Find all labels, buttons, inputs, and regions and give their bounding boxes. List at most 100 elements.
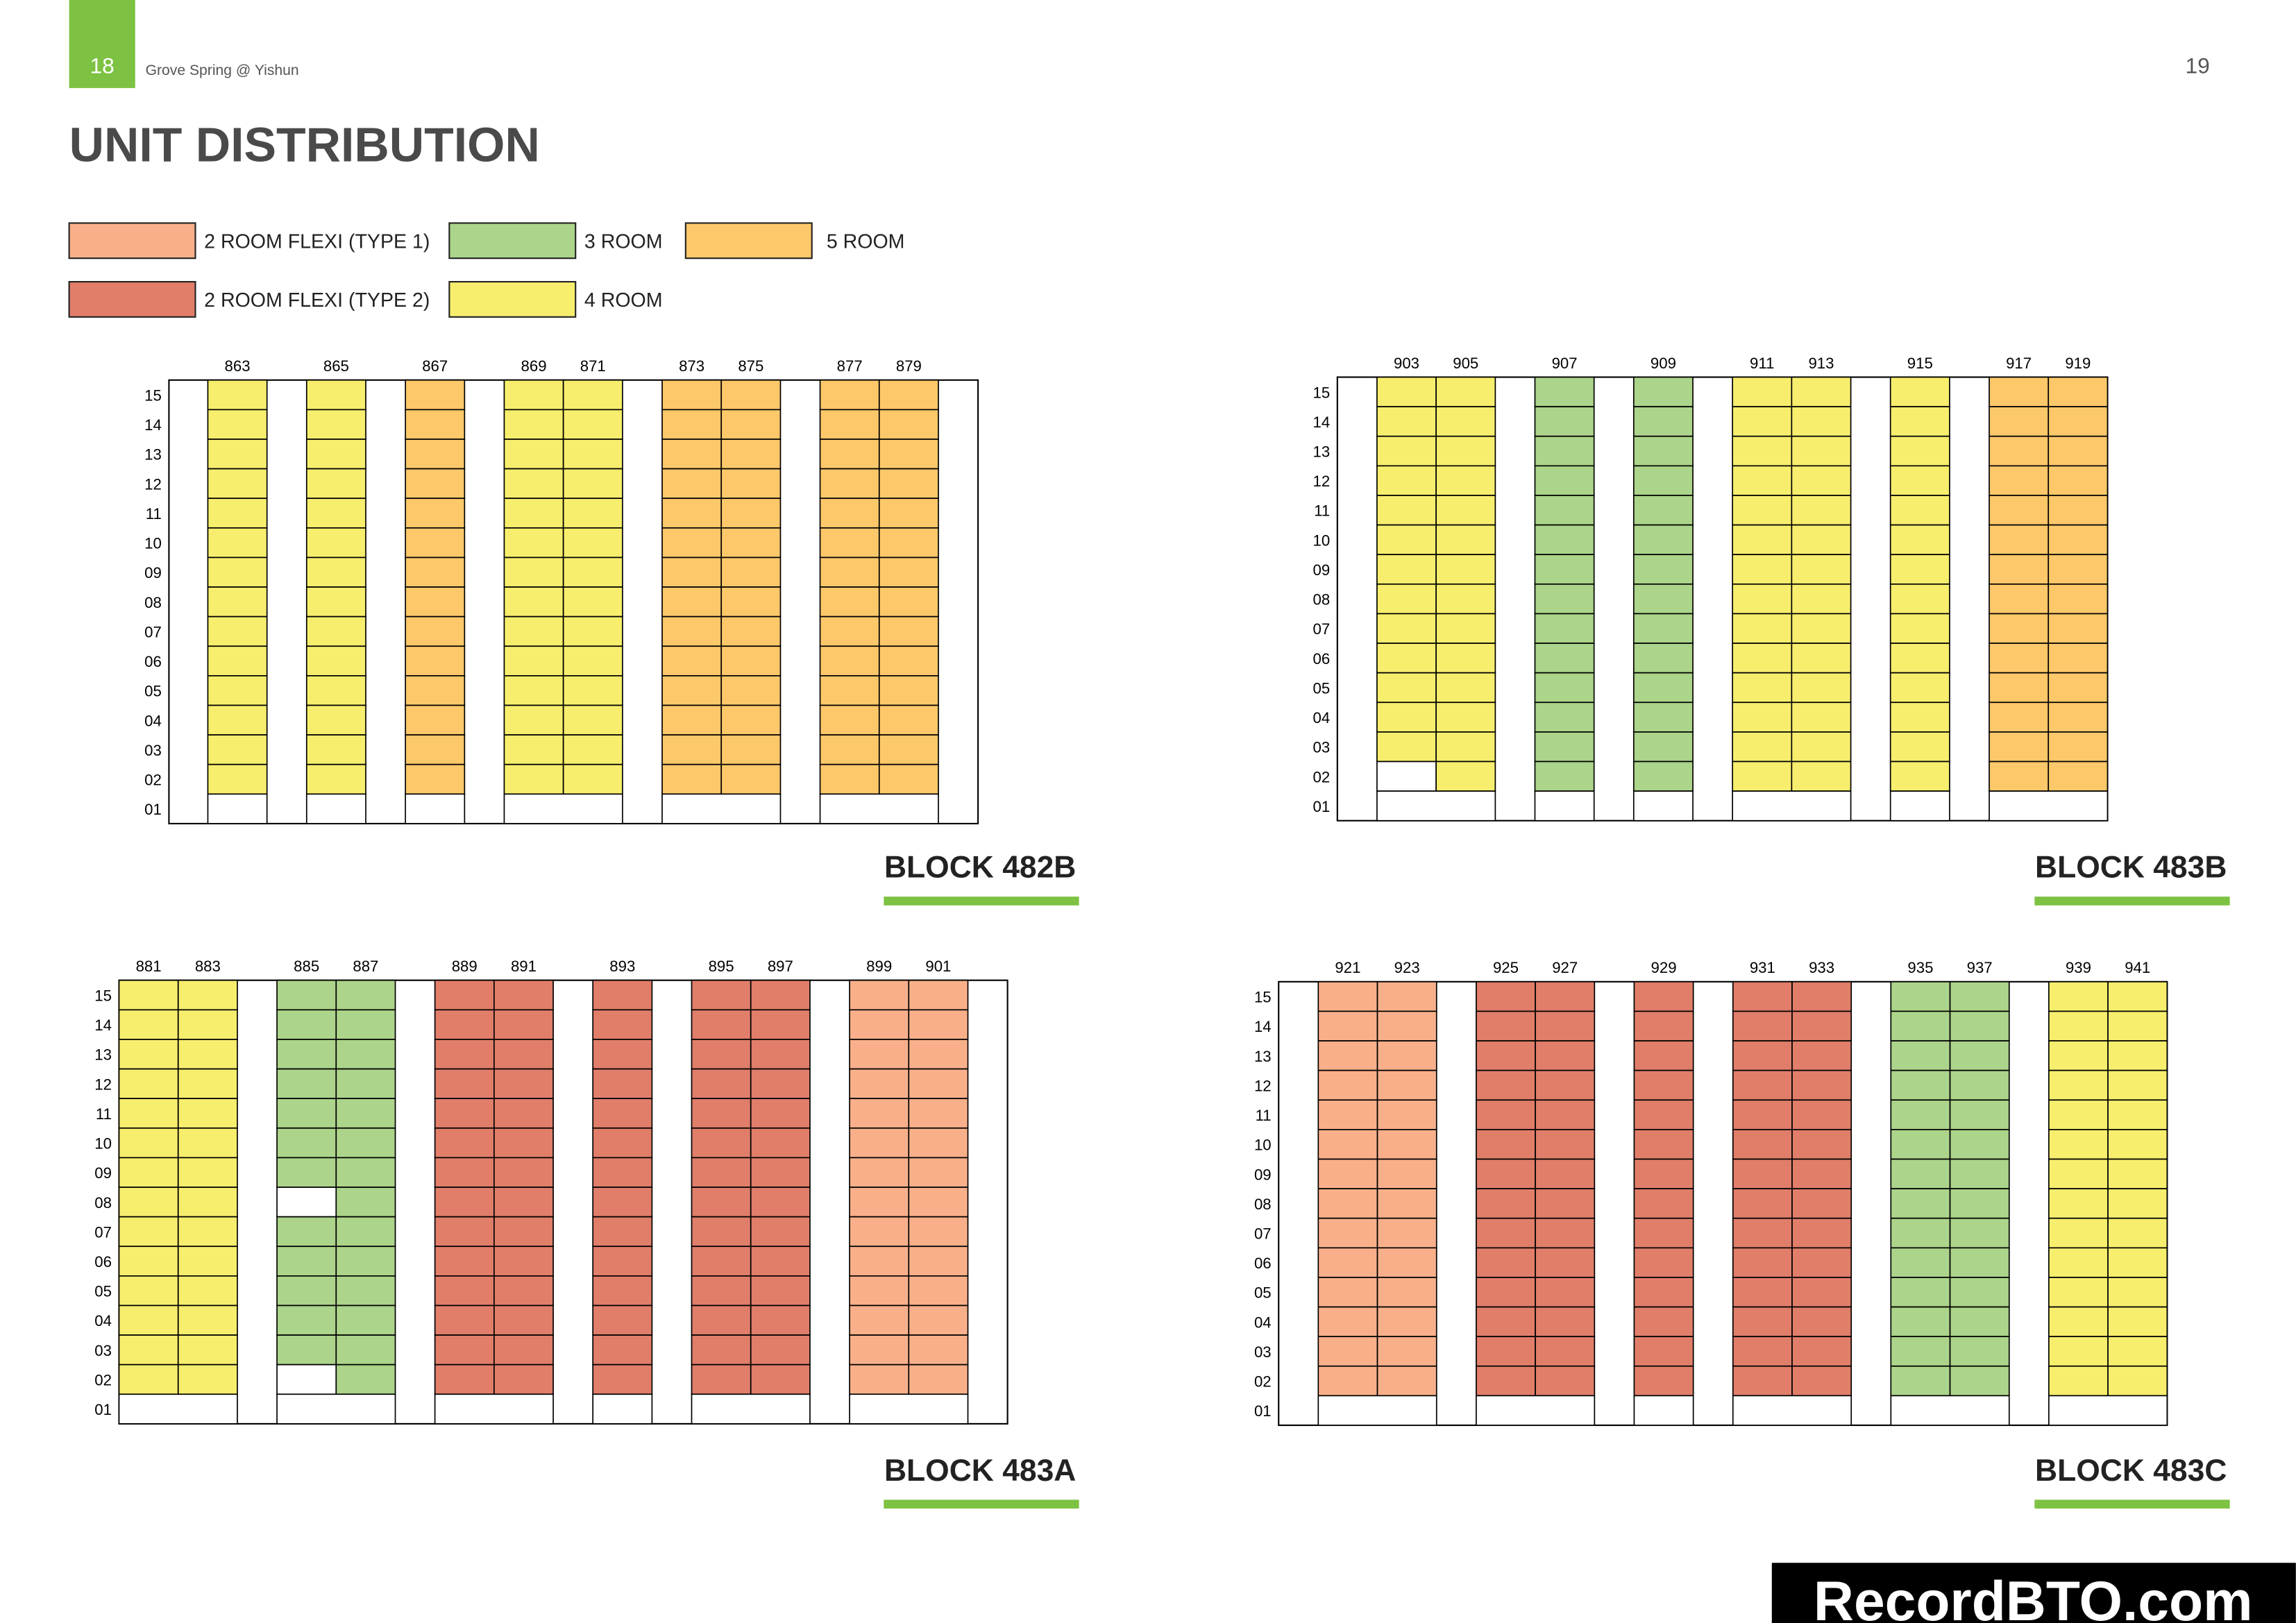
unit-cell [1791, 1365, 1852, 1397]
unit-cell [1633, 1365, 1694, 1397]
unit-cell [2048, 1247, 2109, 1278]
unit-cell [750, 1334, 811, 1366]
unit-cell [305, 645, 366, 677]
unit-cell [1535, 1217, 1596, 1249]
unit-label: 871 [580, 357, 606, 375]
unit-cell [878, 468, 939, 500]
unit-cell [305, 409, 366, 440]
floor-label: 12 [94, 1076, 112, 1093]
unit-cell [1890, 1040, 1951, 1071]
unit-cell [1949, 1336, 2010, 1367]
floor-label: 12 [1254, 1077, 1272, 1094]
unit-cell [592, 1246, 653, 1277]
unit-cell [1989, 583, 2050, 615]
unit-cell [1889, 554, 1950, 585]
unit-cell [503, 527, 564, 559]
unit-cell [908, 1305, 969, 1336]
unit-cell [2107, 1247, 2168, 1278]
unit-cell [720, 527, 782, 559]
unit-label: 887 [353, 958, 378, 975]
unit-cell [503, 675, 564, 706]
unit-cell [1476, 1306, 1536, 1338]
unit-cell [1732, 1129, 1793, 1160]
floor-label: 15 [1313, 384, 1331, 401]
unit-cell [1791, 1247, 1852, 1278]
unit-cell [118, 1157, 179, 1188]
unit-cell [1632, 435, 1694, 467]
unit-cell [1376, 1217, 1437, 1249]
unit-cell [1376, 643, 1437, 674]
unit-cell [177, 1157, 238, 1188]
unit-cell [1376, 613, 1437, 644]
unit-cell [1317, 1129, 1378, 1160]
unit-cell [207, 556, 268, 588]
unit-cell [720, 556, 782, 588]
unit-cell [849, 1305, 910, 1336]
unit-cell [878, 498, 939, 529]
unit-cell [1791, 435, 1852, 467]
unit-cell [562, 527, 623, 559]
unit-cell [2048, 980, 2109, 1012]
unit-cell [1791, 554, 1852, 585]
unit-cell [1535, 1010, 1596, 1042]
block-underline [884, 1499, 1079, 1509]
floor-label: 06 [1313, 650, 1331, 668]
unit-cell [276, 1009, 337, 1040]
unit-cell [562, 409, 623, 440]
unit-cell [1889, 702, 1950, 733]
unit-cell [1890, 980, 1951, 1012]
unit-cell [305, 763, 366, 795]
unit-label: 911 [1750, 355, 1774, 372]
unit-cell [2048, 495, 2109, 526]
unit-cell [661, 586, 723, 618]
unit-cell [1633, 1040, 1694, 1071]
unit-cell [1732, 376, 1793, 407]
unit-cell [562, 734, 623, 765]
legend-swatch [684, 222, 813, 260]
unit-cell [1633, 1306, 1694, 1338]
unit-cell [1732, 1158, 1793, 1189]
unit-cell [819, 734, 880, 765]
unit-cell [1376, 376, 1437, 407]
unit-cell [493, 1157, 554, 1188]
unit-cell [1534, 583, 1595, 615]
unit-cell [1317, 1040, 1378, 1071]
unit-cell [1435, 435, 1496, 467]
floor-label: 13 [1313, 443, 1331, 461]
unit-cell [562, 498, 623, 529]
unit-cell [118, 1068, 179, 1100]
unit-cell [2107, 1010, 2168, 1042]
watermark-box [1771, 1563, 2296, 1623]
unit-cell [1890, 1277, 1951, 1308]
floor-label: 04 [1313, 709, 1331, 726]
floor-label: 05 [1254, 1284, 1272, 1302]
floor-label: 01 [1313, 798, 1331, 815]
unit-cell [1633, 1217, 1694, 1249]
unit-cell [1732, 1099, 1793, 1130]
unit-cell [503, 763, 564, 795]
unit-cell [276, 1068, 337, 1100]
unit-cell [750, 1157, 811, 1188]
unit-cell [276, 1246, 337, 1277]
unit-cell [305, 704, 366, 736]
unit-cell [2107, 1306, 2168, 1338]
unit-cell [118, 1039, 179, 1070]
floor-label: 11 [1314, 502, 1330, 520]
unit-cell [434, 1216, 495, 1248]
unit-cell [1632, 406, 1694, 437]
unit-cell [878, 439, 939, 470]
unit-cell [1535, 1129, 1596, 1160]
unit-cell [849, 1068, 910, 1100]
unit-cell [1791, 1336, 1852, 1367]
unit-cell [1889, 760, 1950, 792]
unit-label: 909 [1651, 355, 1676, 372]
ground-cell [661, 793, 782, 824]
legend-swatch [68, 280, 196, 318]
unit-cell [2048, 583, 2109, 615]
legend-label: 2 ROOM FLEXI (TYPE 2) [204, 289, 430, 312]
unit-cell [1376, 1336, 1437, 1367]
unit-cell [1476, 1277, 1536, 1308]
unit-cell [1376, 495, 1437, 526]
unit-cell [335, 1334, 396, 1366]
